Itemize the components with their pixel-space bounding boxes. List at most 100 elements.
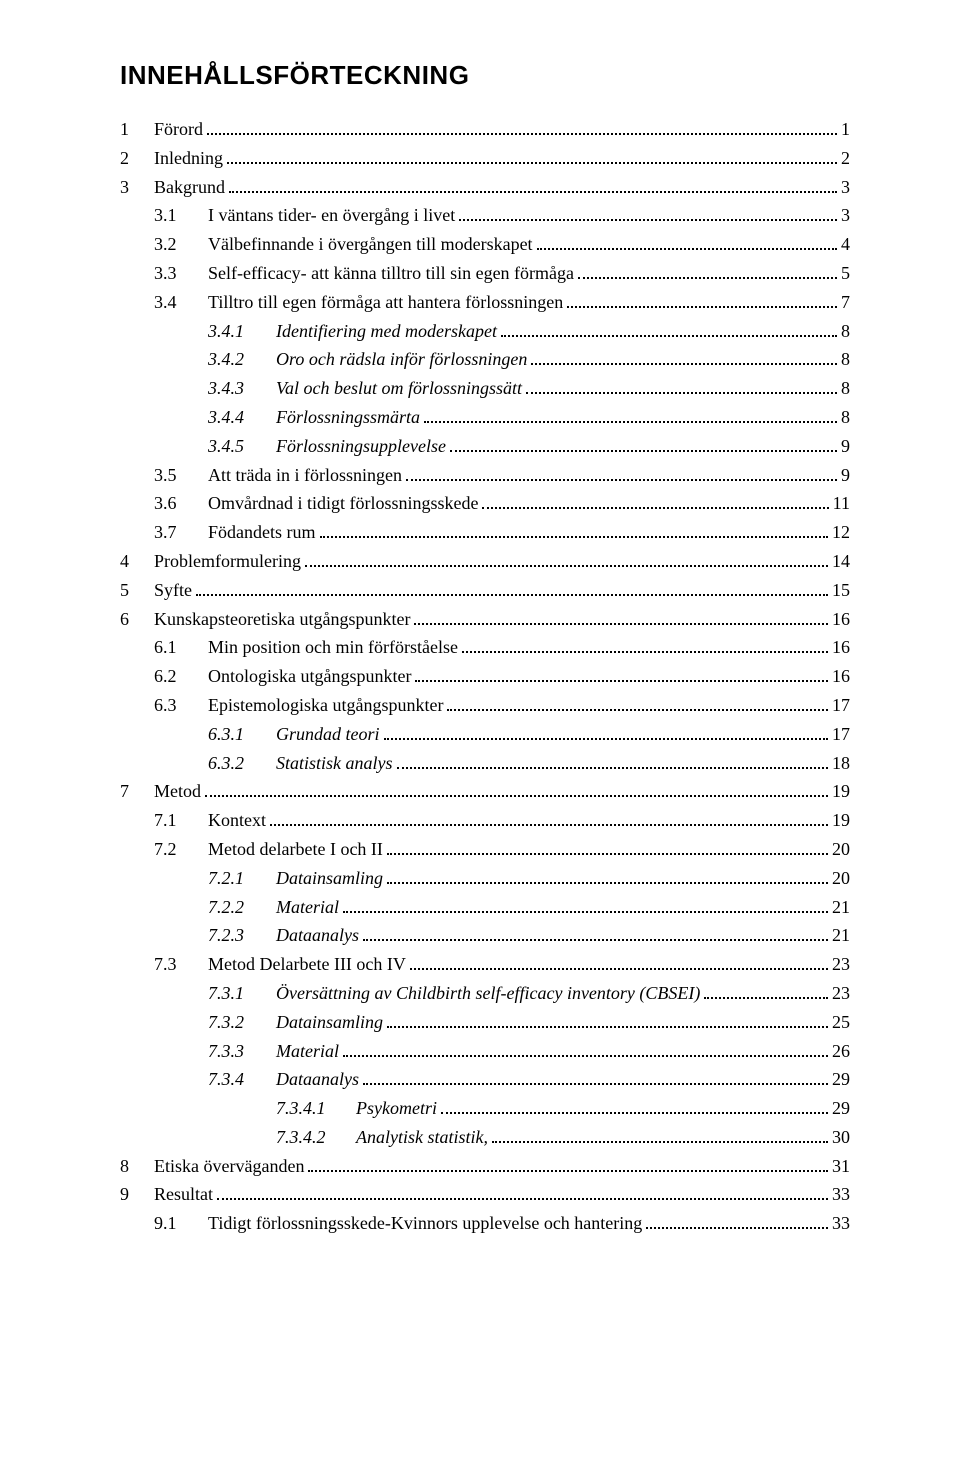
toc-entry-page: 26 (832, 1037, 850, 1066)
toc-entry-page: 23 (832, 979, 850, 1008)
toc-entry-label: Dataanalys (276, 1065, 359, 1094)
toc-leader-dots (578, 263, 837, 279)
toc-leader-dots (406, 465, 837, 481)
toc-leader-dots (482, 494, 828, 510)
toc-entry-number: 7.2.1 (208, 864, 276, 893)
toc-title: INNEHÅLLSFÖRTECKNING (120, 60, 850, 91)
toc-entry: 2Inledning2 (120, 144, 850, 173)
toc-entry: 6.3.2Statistisk analys18 (120, 749, 850, 778)
toc-entry-number: 3.4.4 (208, 403, 276, 432)
toc-leader-dots (205, 782, 828, 798)
toc-entry-page: 19 (832, 777, 850, 806)
toc-entry-number: 7.3.4.1 (276, 1094, 356, 1123)
toc-entry-number: 6.3 (154, 691, 208, 720)
toc-entry-number: 6.3.2 (208, 749, 276, 778)
toc-entry-page: 15 (832, 576, 850, 605)
toc-leader-dots (462, 638, 828, 654)
toc-entry-label: Oro och rädsla inför förlossningen (276, 345, 527, 374)
toc-leader-dots (704, 983, 828, 999)
toc-entry: 6.2Ontologiska utgångspunkter16 (120, 662, 850, 691)
toc-entry-number: 7.2.2 (208, 893, 276, 922)
toc-entry-label: I väntans tider- en övergång i livet (208, 201, 455, 230)
toc-entry-label: Etiska överväganden (154, 1152, 304, 1181)
toc-entry: 3.4Tilltro till egen förmåga att hantera… (120, 288, 850, 317)
toc-entry: 8Etiska överväganden31 (120, 1152, 850, 1181)
toc-entry-label: Födandets rum (208, 518, 316, 547)
toc-list: 1Förord12Inledning23Bakgrund33.1I väntan… (120, 115, 850, 1238)
toc-entry-label: Material (276, 1037, 339, 1066)
toc-entry-number: 3.4.1 (208, 317, 276, 346)
toc-entry-number: 7.3.1 (208, 979, 276, 1008)
toc-entry-label: Välbefinnande i övergången till moderska… (208, 230, 533, 259)
toc-entry-number: 6 (120, 605, 154, 634)
toc-entry: 3.2Välbefinnande i övergången till moder… (120, 230, 850, 259)
toc-leader-dots (305, 551, 828, 567)
toc-entry: 1Förord1 (120, 115, 850, 144)
toc-entry: 7.2.1Datainsamling20 (120, 864, 850, 893)
toc-entry-label: Kontext (208, 806, 266, 835)
toc-entry-page: 31 (832, 1152, 850, 1181)
toc-entry-page: 1 (841, 115, 850, 144)
toc-leader-dots (227, 148, 837, 164)
toc-entry-page: 8 (841, 345, 850, 374)
toc-entry-page: 33 (832, 1180, 850, 1209)
toc-entry-label: Ontologiska utgångspunkter (208, 662, 411, 691)
toc-leader-dots (410, 955, 828, 971)
toc-entry: 3.4.2Oro och rädsla inför förlossningen8 (120, 345, 850, 374)
toc-entry-label: Översättning av Childbirth self-efficacy… (276, 979, 700, 1008)
toc-entry-number: 3.3 (154, 259, 208, 288)
toc-entry-number: 3.4 (154, 288, 208, 317)
toc-entry-label: Min position och min förförståelse (208, 633, 458, 662)
toc-leader-dots (387, 868, 828, 884)
toc-entry: 3.7Födandets rum12 (120, 518, 850, 547)
toc-entry-number: 7.3 (154, 950, 208, 979)
toc-entry: 7.3.2Datainsamling25 (120, 1008, 850, 1037)
toc-entry: 7.3.4Dataanalys29 (120, 1065, 850, 1094)
toc-leader-dots (441, 1099, 828, 1115)
toc-entry-page: 20 (832, 835, 850, 864)
toc-entry-label: Inledning (154, 144, 223, 173)
toc-entry-page: 17 (832, 720, 850, 749)
toc-leader-dots (384, 724, 829, 740)
toc-leader-dots (270, 811, 828, 827)
toc-entry-label: Förord (154, 115, 203, 144)
toc-entry: 7.1Kontext19 (120, 806, 850, 835)
toc-entry-label: Grundad teori (276, 720, 380, 749)
toc-entry: 3.4.1Identifiering med moderskapet 8 (120, 317, 850, 346)
toc-entry: 3.4.3Val och beslut om förlossningssätt8 (120, 374, 850, 403)
toc-entry-page: 3 (841, 173, 850, 202)
toc-entry: 7.2.2Material21 (120, 893, 850, 922)
toc-entry: 9.1Tidigt förlossningsskede-Kvinnors upp… (120, 1209, 850, 1238)
toc-entry-label: Material (276, 893, 339, 922)
toc-entry-label: Tidigt förlossningsskede-Kvinnors upplev… (208, 1209, 642, 1238)
toc-entry-label: Metod (154, 777, 201, 806)
toc-entry-number: 7.3.3 (208, 1037, 276, 1066)
toc-leader-dots (447, 695, 828, 711)
toc-entry-label: Datainsamling (276, 864, 383, 893)
toc-entry-page: 4 (841, 230, 850, 259)
toc-leader-dots (424, 407, 837, 423)
toc-entry-page: 9 (841, 461, 850, 490)
toc-entry-page: 18 (832, 749, 850, 778)
toc-leader-dots (363, 1070, 828, 1086)
toc-entry-number: 6.2 (154, 662, 208, 691)
toc-entry: 3.1I väntans tider- en övergång i livet3 (120, 201, 850, 230)
toc-leader-dots (459, 206, 837, 222)
toc-leader-dots (492, 1127, 828, 1143)
toc-entry-number: 1 (120, 115, 154, 144)
toc-leader-dots (229, 177, 837, 193)
toc-entry-label: Datainsamling (276, 1008, 383, 1037)
toc-entry-number: 3.7 (154, 518, 208, 547)
toc-entry-page: 8 (841, 374, 850, 403)
toc-entry-number: 3.4.5 (208, 432, 276, 461)
toc-entry-label: Identifiering med moderskapet (276, 317, 497, 346)
toc-entry-page: 23 (832, 950, 850, 979)
toc-leader-dots (501, 321, 837, 337)
toc-entry-label: Analytisk statistik, (356, 1123, 488, 1152)
toc-entry-number: 7.3.4 (208, 1065, 276, 1094)
toc-entry-page: 29 (832, 1094, 850, 1123)
toc-entry-page: 8 (841, 317, 850, 346)
toc-entry-number: 7.2 (154, 835, 208, 864)
toc-leader-dots (646, 1214, 828, 1230)
toc-entry-page: 21 (832, 921, 850, 950)
